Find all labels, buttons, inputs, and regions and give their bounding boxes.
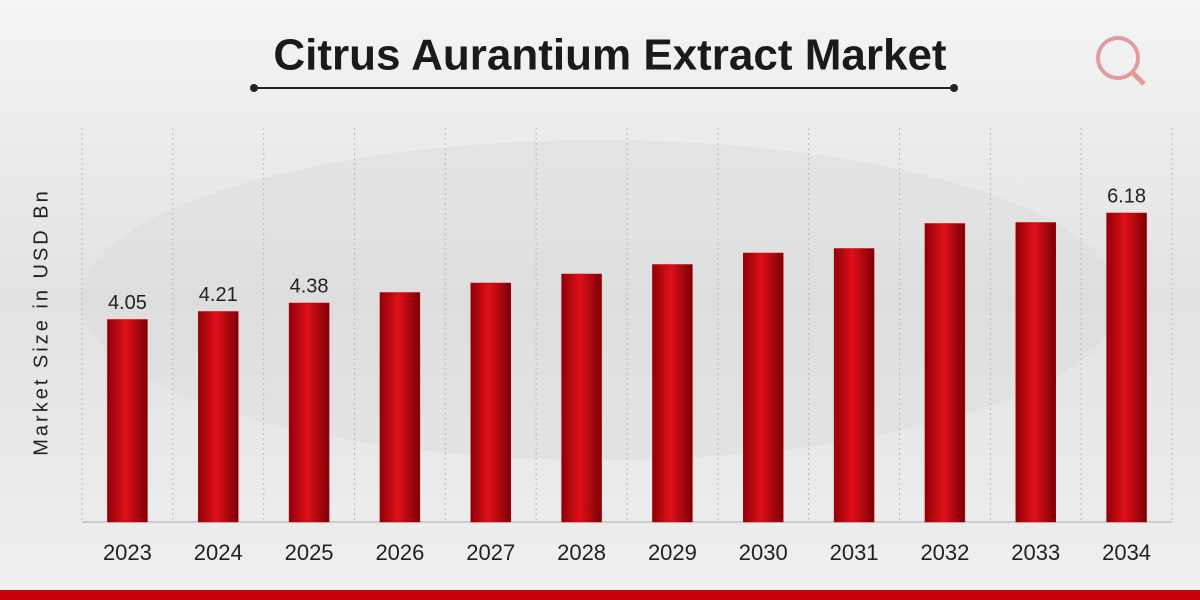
bar	[198, 311, 239, 523]
value-label: 4.05	[108, 292, 147, 314]
bar	[652, 264, 693, 523]
y-axis-label: Market Size in USD Bn	[30, 188, 52, 456]
x-tick-label: 2026	[375, 540, 424, 565]
bar	[1015, 222, 1056, 523]
bar	[288, 302, 330, 523]
x-tick-label: 2030	[739, 540, 788, 565]
value-label: 4.21	[199, 284, 238, 306]
x-tick-label: 2029	[648, 540, 697, 565]
x-tick-label: 2027	[466, 540, 515, 565]
bar	[107, 319, 148, 523]
bar	[924, 223, 966, 523]
bottom-strip	[0, 590, 1200, 600]
bar	[1106, 212, 1147, 523]
x-tick-label: 2023	[103, 540, 152, 565]
x-tick-label: 2028	[557, 540, 606, 565]
logo	[1096, 36, 1146, 86]
bar	[743, 252, 784, 523]
value-label: 6.18	[1107, 185, 1146, 207]
chart-title: Citrus Aurantium Extract Market	[273, 31, 947, 80]
x-tick-label: 2031	[830, 540, 879, 565]
underline-dot	[950, 84, 958, 92]
value-label: 4.38	[290, 275, 329, 297]
bar	[561, 273, 602, 523]
x-tick-label: 2034	[1102, 540, 1151, 565]
bar	[470, 282, 511, 523]
bar	[833, 248, 875, 523]
underline-dot	[250, 84, 258, 92]
x-tick-label: 2025	[285, 540, 334, 565]
x-tick-label: 2032	[920, 540, 969, 565]
x-tick-label: 2033	[1011, 540, 1060, 565]
x-tick-label: 2024	[194, 540, 243, 565]
bar	[379, 292, 421, 523]
